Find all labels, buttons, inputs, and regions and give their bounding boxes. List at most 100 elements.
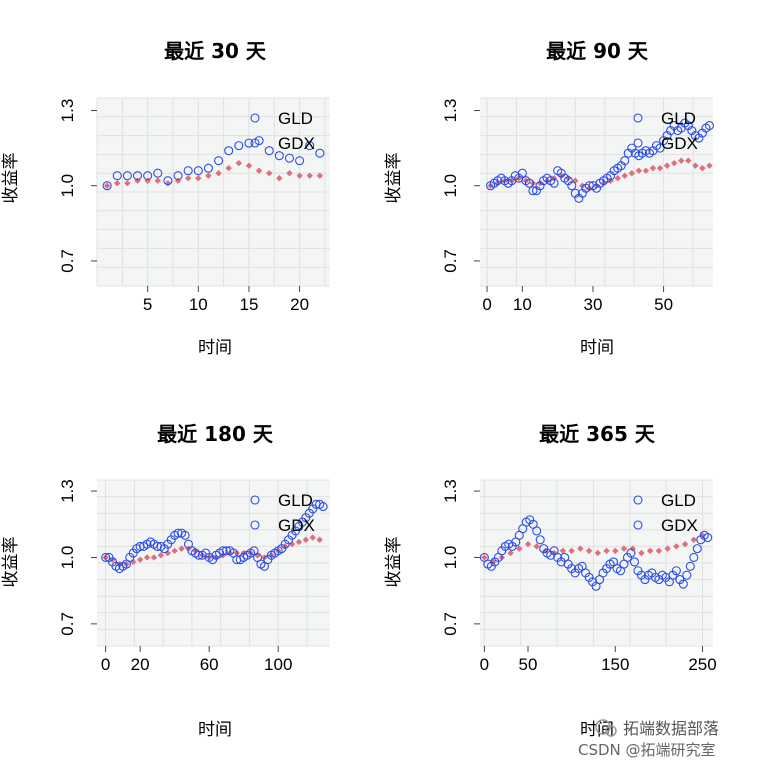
data-point-gld <box>572 177 579 184</box>
legend-label: GDX <box>661 516 698 535</box>
y-axis-label: 收益率 <box>1 537 21 588</box>
x-tick-label: 50 <box>654 295 673 314</box>
data-point-gdx <box>305 141 315 151</box>
y-tick-label: 0.7 <box>58 249 77 273</box>
data-point-gld <box>306 172 313 179</box>
x-tick-label: 0 <box>101 655 110 674</box>
data-point-gdx <box>315 148 325 158</box>
data-point-gld <box>215 170 222 177</box>
y-tick-label: 0.7 <box>441 249 460 273</box>
data-point-gld <box>481 554 488 561</box>
grid <box>480 97 713 287</box>
data-point-gdx <box>528 186 538 196</box>
data-point-gld <box>225 164 232 172</box>
data-point-gld <box>673 543 680 550</box>
y-tick-label: 1.3 <box>441 479 460 503</box>
data-point-gld <box>685 157 692 164</box>
data-point-gld <box>577 545 584 552</box>
data-point-gld <box>614 175 621 182</box>
chart-panel-3: 最近 180 天 0 20 60 100 0.7 1.0 1.3 时间 收益率 GLD GDX <box>1 422 330 740</box>
data-point-gdx <box>655 143 665 153</box>
legend-label: GDX <box>278 134 315 153</box>
legend-marker <box>250 138 260 148</box>
x-tick-label: 10 <box>189 295 208 314</box>
data-point-gld <box>309 534 316 541</box>
data-point-gld <box>649 164 657 172</box>
data-point-gld <box>516 545 523 552</box>
data-point-gld <box>612 547 619 555</box>
data-point-gdx <box>704 121 715 131</box>
y-tick-label: 0.7 <box>58 612 77 636</box>
wechat-logo-icon <box>595 719 611 735</box>
data-point-gld <box>296 172 303 179</box>
y-tick-label: 1.0 <box>58 174 77 198</box>
x-tick-label: 100 <box>264 655 292 674</box>
legend: GLD GDX <box>633 109 698 153</box>
data-point-gld <box>585 547 593 555</box>
y-axis-label: 收益率 <box>384 153 404 204</box>
x-axis-label: 时间 <box>198 338 232 358</box>
legend: GLD GDX <box>250 109 315 153</box>
data-point-gld <box>670 159 678 167</box>
data-point-gld <box>646 547 654 555</box>
data-point-gld <box>699 164 706 172</box>
data-point-gld <box>235 159 243 167</box>
data-point-gld <box>103 182 111 189</box>
data-point-gld <box>681 540 689 548</box>
series-gdx <box>486 118 715 203</box>
data-point-gld <box>255 167 263 174</box>
data-point-gdx <box>234 141 244 151</box>
data-point-gdx <box>620 156 630 166</box>
data-point-gdx <box>682 570 692 580</box>
data-point-gdx <box>692 544 702 554</box>
data-point-gld <box>706 162 713 169</box>
data-point-gld <box>678 157 685 164</box>
data-point-gld <box>164 549 171 557</box>
x-tick-label: 15 <box>239 295 258 314</box>
data-point-gld <box>157 552 165 559</box>
data-point-gld <box>295 538 303 546</box>
data-point-gdx <box>244 138 254 148</box>
legend-marker <box>633 520 643 530</box>
y-tick-label: 1.3 <box>58 479 77 503</box>
data-point-gld <box>568 547 575 555</box>
wechat-logo-icon-small <box>605 725 617 737</box>
x-tick-label: 20 <box>290 295 309 314</box>
data-point-gld <box>629 545 636 552</box>
data-point-gld <box>628 170 636 177</box>
y-tick-label: 1.0 <box>58 546 77 570</box>
data-point-gdx <box>218 546 228 556</box>
data-point-gdx <box>102 181 112 191</box>
legend-label: GDX <box>278 516 315 535</box>
data-point-gdx <box>264 146 274 156</box>
data-point-gdx <box>549 178 559 188</box>
x-tick-label: 5 <box>143 295 152 314</box>
chart-panel-1: 最近 30 天 5 10 15 20 0.7 1.0 1.3 时间 收益率 GLD GDX <box>1 39 330 358</box>
series-gdx <box>479 515 713 591</box>
data-point-gdx <box>626 548 636 558</box>
data-point-gld <box>316 536 323 543</box>
legend-marker <box>633 113 643 123</box>
data-point-gdx <box>122 171 132 181</box>
data-point-gld <box>690 536 698 543</box>
data-point-gld <box>302 536 310 543</box>
data-point-gld <box>603 547 610 555</box>
y-tick-label: 1.3 <box>58 99 77 123</box>
data-point-gld <box>594 549 602 557</box>
data-point-gld <box>638 549 645 557</box>
x-tick-label: 0 <box>480 655 489 674</box>
data-point-gld <box>533 543 540 550</box>
data-point-gld <box>245 162 253 169</box>
legend-marker <box>633 138 643 148</box>
data-point-gld <box>621 172 628 179</box>
chart-title: 最近 365 天 <box>539 422 656 446</box>
data-point-gld <box>178 545 185 552</box>
x-tick-label: 150 <box>601 655 629 674</box>
y-axis-label: 收益率 <box>1 153 21 204</box>
watermark: 拓端数据部落 CSDN @拓端研究室 <box>578 719 719 759</box>
data-point-gld <box>664 545 671 552</box>
legend-label: GLD <box>278 491 313 510</box>
y-tick-label: 1.0 <box>441 546 460 570</box>
series-gdx <box>101 499 328 574</box>
legend-marker <box>250 520 260 530</box>
